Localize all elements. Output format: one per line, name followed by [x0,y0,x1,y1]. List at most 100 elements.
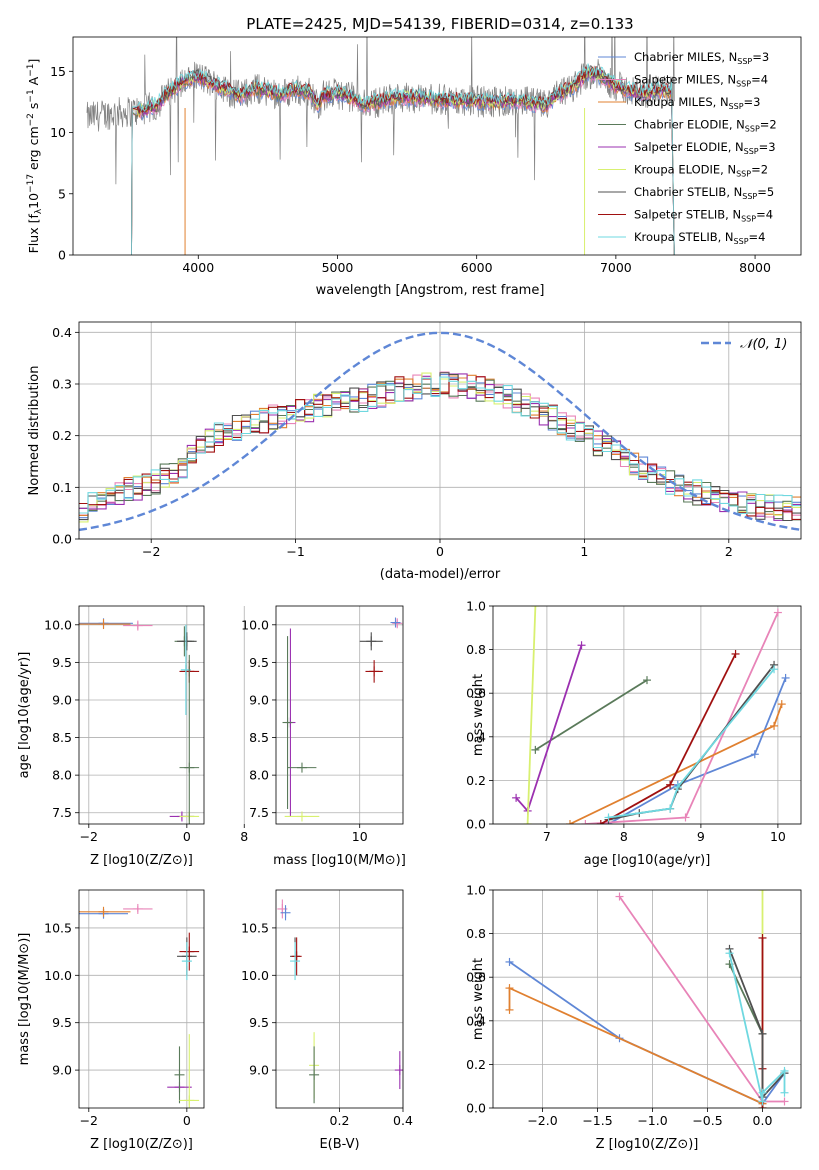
weight_vs_Z-panel: −2.0 −1.5 −1.0 −0.5 0.0 0.0 0.2 0.4 0.6 0.8 1.0 Z [… [466,883,802,1152]
x-axis-label: (data-model)/error [380,567,501,582]
mass_vs_EBV-panel: 0.2 0.4 9.0 9.5 10.0 10.5 E(B-V) [241,889,413,1152]
x-tick-label: 0 [436,544,444,559]
x-axis-label: wavelength [Angstrom, rest frame] [316,283,545,298]
y-tick-label: 0.4 [466,1013,486,1028]
x-tick-label: 0 [183,1113,191,1128]
x-tick-label: −2.0 [527,1113,557,1128]
y-label-sub: λ [34,208,44,214]
y-axis-label: mass weight [471,958,486,1040]
figure-title: PLATE=2425, MJD=54139, FIBERID=0314, z=0… [246,15,633,33]
mass_vs_Z-panel: −2 0 9.0 9.5 10.0 10.5 Z [log10(Z/Z⊙)] mass [lo… [17,889,205,1152]
y-tick-label: 0.8 [466,642,486,657]
y-tick-label: 1.0 [466,599,486,614]
x-tick-label: −2 [80,1113,98,1128]
y-tick-label: 10.5 [44,920,72,935]
weight-lines [505,890,789,1108]
y-axis-label: Flux [fλ10−17 erg cm−2 s−1 A−1] [26,59,44,254]
x-tick-label: 1 [580,544,588,559]
axes-frame [275,889,404,1109]
errorbar-points [282,617,403,822]
x-tick-label: 7000 [600,260,632,275]
y-label-sup: −2 [26,113,36,126]
y-tick-label: 15 [50,64,66,79]
x-tick-label: 7 [543,829,551,844]
x-axis-label: Z [log10(Z/Z⊙)] [90,853,193,868]
legend-label: Chabrier MILES, NSSP=3 [634,50,769,66]
y-tick-label: 9.0 [52,692,72,707]
x-tick-label: 0.0 [753,1113,773,1128]
grid [243,606,403,824]
legend-label: Kroupa STELIB, NSSP=4 [634,230,765,246]
y-tick-label: 0.3 [52,377,72,392]
y-tick-label: 7.5 [52,805,72,820]
y-axis-label: Normed distribution [27,366,42,496]
weight-lines [512,606,790,824]
y-label-sup: −1 [26,64,36,77]
y-tick-label: 7.5 [249,805,269,820]
grid [79,890,204,1108]
legend-value: =4 [751,73,768,87]
x-axis-label: Z [log10(Z/Z⊙)] [90,1137,193,1152]
y-tick-label: 0.0 [466,817,486,832]
legend-subscript: SSP [742,192,757,201]
x-tick-label: −2 [142,544,160,559]
spectrum-lines [86,37,675,255]
axes-frame [492,605,802,825]
y-tick-label: 10.0 [241,968,269,983]
x-tick-label: 9 [697,829,705,844]
legend-label: 𝒩(0, 1) [740,337,787,352]
weight-series-line [728,948,786,1100]
axes-frame [78,889,205,1109]
y-tick-label: 0.2 [466,773,486,788]
x-axis-label: age [log10(age/yr)] [584,853,711,868]
y-label-part: erg cm [26,126,41,174]
x-axis-label: mass [log10(M/M⊙)] [273,853,406,868]
x-tick-label: −1 [286,544,304,559]
y-tick-label: 5 [58,186,66,201]
y-label-sup: −1 [26,89,36,102]
y-label-part: 10 [26,193,41,209]
axes-frame [72,36,802,256]
age_vs_Z-panel: −2 0 7.5 8.0 8.5 9.0 9.5 10.0 Z [log10(Z/Z⊙)] age… [17,605,205,868]
y-tick-label: 10.5 [241,920,269,935]
y-tick-label: 10.0 [241,617,269,632]
y-label-part: A [26,76,41,89]
y-tick-label: 8.5 [52,730,72,745]
y-tick-label: 0.4 [466,729,486,744]
x-tick-label: 0 [183,829,191,844]
legend-label: Chabrier ELODIE, NSSP=2 [634,118,777,134]
y-tick-label: 9.5 [249,655,269,670]
y-tick-label: 0 [58,248,66,263]
y-tick-label: 0.0 [466,1101,486,1116]
errorbar-points [79,618,200,824]
model-spectrum-line [131,63,675,255]
x-tick-label: 2 [725,544,733,559]
legend-label: Salpeter STELIB, NSSP=4 [634,208,773,224]
y-tick-label: 0.8 [466,926,486,941]
legend-label: Chabrier STELIB, NSSP=5 [634,185,774,201]
x-tick-label: 8 [240,829,248,844]
y-axis-label: age [log10(age/yr)] [17,652,32,779]
y-tick-label: 9.5 [249,1015,269,1030]
x-tick-label: −2 [80,829,98,844]
axes-frame [78,605,205,825]
x-tick-label: −0.5 [692,1113,722,1128]
y-tick-label: 0.0 [52,532,72,547]
y-label-part: s [26,103,41,114]
x-tick-label: 8000 [739,260,771,275]
y-tick-label: 0.2 [466,1057,486,1072]
spectrum-legend: Chabrier MILES, NSSP=3 Salpeter MILES, NS… [598,50,777,246]
legend-value: =3 [744,95,761,109]
residual-histogram-line [79,376,801,514]
x-tick-label: −1.0 [637,1113,667,1128]
spectrum-panel: 4000 5000 6000 7000 8000 0 5 10 15 Chabrier MILES… [26,36,802,298]
y-tick-label: 9.0 [249,1063,269,1078]
x-tick-label: 4000 [182,260,214,275]
y-tick-label: 8.0 [249,768,269,783]
weight-series-line [526,606,537,824]
legend-subscript: SSP [736,170,751,179]
y-tick-label: 1.0 [466,883,486,898]
legend-label: Salpeter ELODIE, NSSP=3 [634,140,776,156]
axes-frame [492,889,802,1109]
